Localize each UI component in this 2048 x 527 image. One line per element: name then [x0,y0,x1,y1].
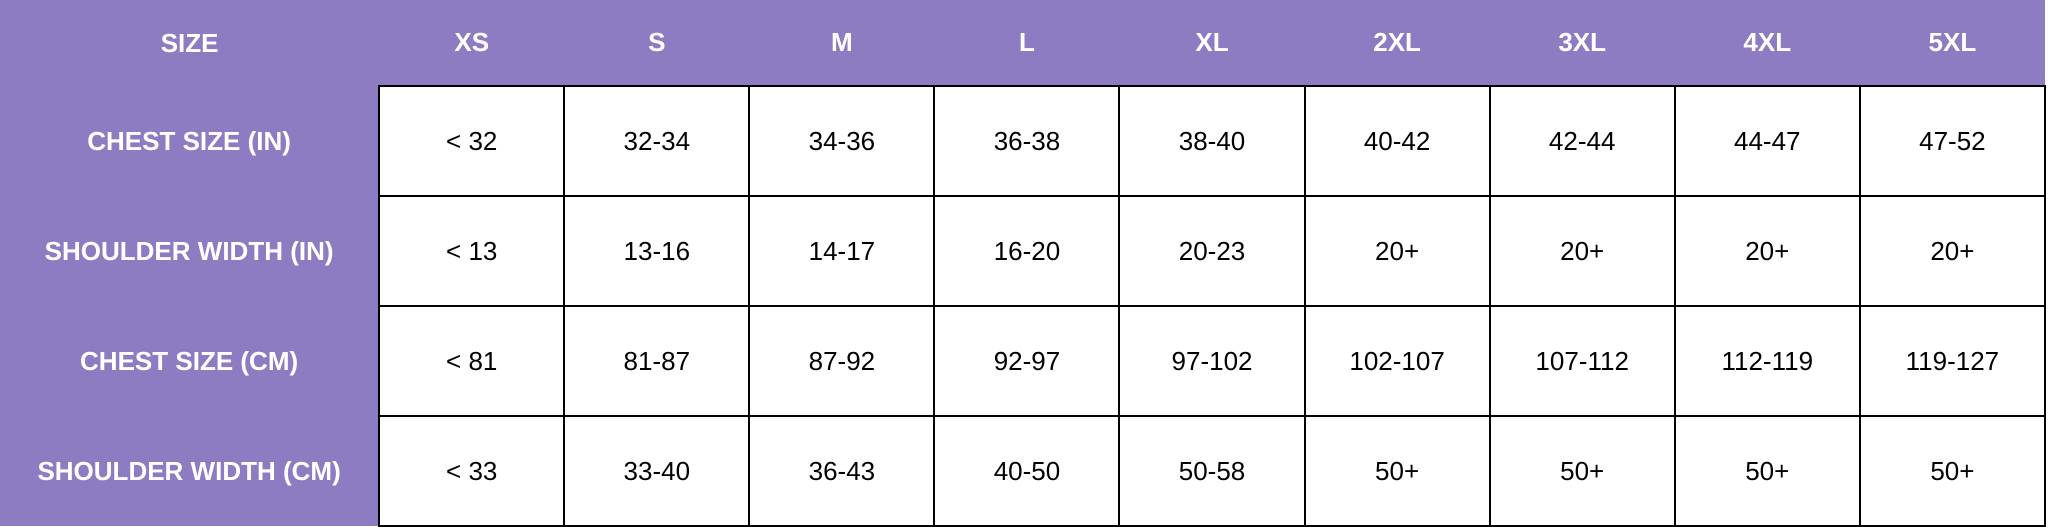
table-row: CHEST SIZE (CM) < 81 81-87 87-92 92-97 97-102… [0,305,2047,417]
cell: 87-92 [748,305,936,417]
cell: 119-127 [1858,305,2047,417]
size-header: 3XL [1489,0,1675,86]
cell: 16-20 [933,195,1121,307]
cell: 102-107 [1303,305,1491,417]
cell: 81-87 [563,305,751,417]
cell: 13-16 [563,195,751,307]
cell: 14-17 [748,195,936,307]
row-label: CHEST SIZE (CM) [0,306,381,416]
cell: 20+ [1303,195,1491,307]
cell: 20+ [1858,195,2047,307]
size-header: 2XL [1304,0,1490,86]
cell: 50+ [1673,415,1861,527]
size-header: 5XL [1859,0,2045,86]
cell: 112-119 [1673,305,1861,417]
cell: 50+ [1858,415,2047,527]
size-header: 4XL [1674,0,1860,86]
table-row: SHOULDER WIDTH (IN) < 13 13-16 14-17 16-20 20… [0,195,2047,307]
cell: 33-40 [563,415,751,527]
table-row: SHOULDER WIDTH (CM) < 33 33-40 36-43 40-50 50… [0,415,2047,527]
cell: 36-43 [748,415,936,527]
size-header: XS [379,0,565,86]
cell: < 13 [378,195,566,307]
size-header: XL [1119,0,1305,86]
row-label: SHOULDER WIDTH (IN) [0,196,381,306]
row-label: SHOULDER WIDTH (CM) [0,416,381,526]
cell: 50+ [1488,415,1676,527]
cell: 20-23 [1118,195,1306,307]
cell: 107-112 [1488,305,1676,417]
cell: 34-36 [748,85,936,197]
table-row: CHEST SIZE (IN) < 32 32-34 34-36 36-38 38-40 4… [0,85,2047,197]
size-header: L [934,0,1120,86]
cell: 40-42 [1303,85,1491,197]
header-label: SIZE [0,0,380,86]
cell: < 81 [378,305,566,417]
cell: 92-97 [933,305,1121,417]
cell: < 32 [378,85,566,197]
cell: 50+ [1303,415,1491,527]
cell: 36-38 [933,85,1121,197]
cell: 42-44 [1488,85,1676,197]
header-row: SIZE XS S M L XL 2XL 3XL 4XL 5XL [0,0,2045,86]
size-header: S [564,0,750,86]
cell: 44-47 [1673,85,1861,197]
cell: 20+ [1488,195,1676,307]
cell: 47-52 [1858,85,2047,197]
cell: 40-50 [933,415,1121,527]
cell: 50-58 [1118,415,1306,527]
cell: 20+ [1673,195,1861,307]
table-body: CHEST SIZE (IN) < 32 32-34 34-36 36-38 38-40 4… [0,85,2047,527]
cell: 38-40 [1118,85,1306,197]
cell: 32-34 [563,85,751,197]
row-label: CHEST SIZE (IN) [0,86,381,196]
cell: 97-102 [1118,305,1306,417]
cell: < 33 [378,415,566,527]
size-header: M [749,0,935,86]
